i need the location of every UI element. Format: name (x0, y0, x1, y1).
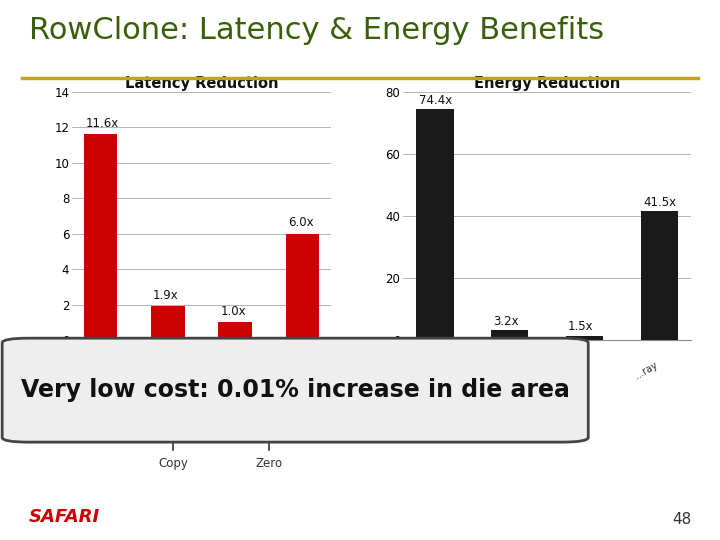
Text: 11.6x: 11.6x (86, 117, 119, 130)
Bar (151, 307, 185, 340)
Text: 1.0x: 1.0x (220, 305, 246, 318)
Text: 48: 48 (672, 511, 691, 526)
Title: Energy Reduction: Energy Reduction (474, 76, 621, 91)
Text: ...ray: ...ray (633, 360, 660, 381)
Bar (84, 134, 117, 340)
Text: ...ray: ...ray (408, 360, 435, 381)
Text: 1.9x: 1.9x (153, 289, 179, 302)
Text: Copy: Copy (158, 457, 188, 470)
Bar (566, 335, 603, 340)
Text: ...ank: ...ank (482, 360, 510, 382)
Text: Zero: Zero (256, 457, 282, 470)
Text: 3.2x: 3.2x (493, 315, 519, 328)
Text: Very low cost: 0.01% increase in die area: Very low cost: 0.01% increase in die are… (21, 378, 570, 402)
Text: RowClone: Latency & Energy Benefits: RowClone: Latency & Energy Benefits (29, 16, 604, 45)
Text: 74.4x: 74.4x (418, 94, 451, 107)
Bar (641, 211, 678, 340)
Text: ...ray: ...ray (558, 360, 585, 381)
Text: ...ray: ...ray (276, 360, 302, 381)
Text: ...ray: ...ray (74, 360, 101, 381)
Text: SAFARI: SAFARI (29, 509, 100, 526)
Text: ...ank: ...ank (140, 360, 168, 382)
Bar (286, 234, 320, 340)
Bar (218, 322, 252, 340)
Text: ...ray: ...ray (209, 360, 235, 381)
Text: 6.0x: 6.0x (288, 217, 313, 230)
Bar (416, 109, 454, 340)
FancyBboxPatch shape (2, 338, 588, 442)
Text: 41.5x: 41.5x (643, 196, 676, 209)
Text: 1.5x: 1.5x (568, 320, 594, 333)
Title: Latency Reduction: Latency Reduction (125, 76, 279, 91)
Bar (491, 330, 528, 340)
